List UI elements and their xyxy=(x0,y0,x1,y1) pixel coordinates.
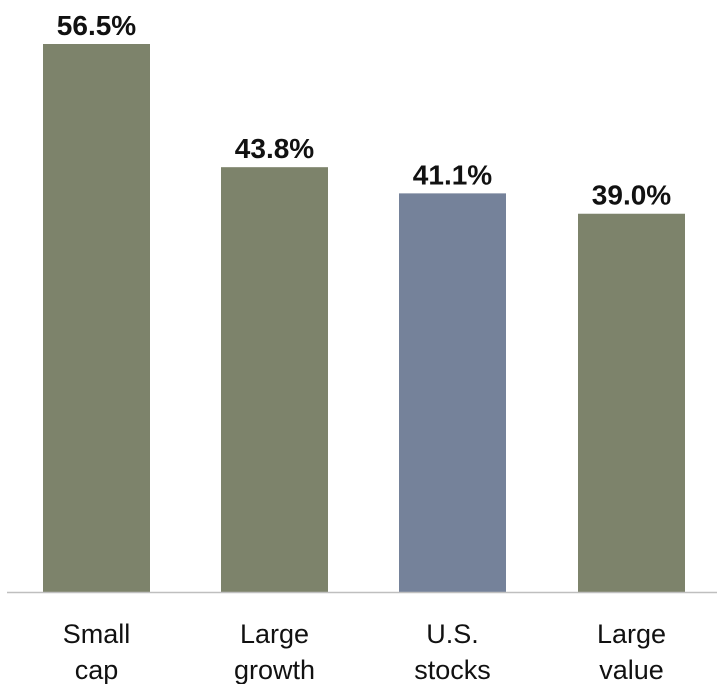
category-label-0-line-1: cap xyxy=(75,655,119,684)
bar-1 xyxy=(221,167,328,592)
bar-2 xyxy=(399,193,506,592)
category-labels-group: Small cap Large growth U.S. stocks Large value xyxy=(63,619,666,684)
bar-0 xyxy=(43,44,150,592)
category-label-1-line-0: Large xyxy=(240,619,309,649)
category-label-3-line-0: Large xyxy=(597,619,666,649)
category-label-0-line-0: Small xyxy=(63,619,131,649)
value-label-2: 41.1% xyxy=(413,159,492,190)
value-labels-group: 56.5% 43.8% 41.1% 39.0% xyxy=(57,10,671,211)
value-label-0: 56.5% xyxy=(57,10,136,41)
category-label-2-line-0: U.S. xyxy=(426,619,479,649)
bar-3 xyxy=(578,213,685,593)
category-label-3-line-1: value xyxy=(599,655,664,684)
bars-group xyxy=(43,44,685,593)
value-label-1: 43.8% xyxy=(235,133,314,164)
value-label-3: 39.0% xyxy=(592,180,671,211)
category-label-1-line-1: growth xyxy=(234,655,315,684)
category-label-2-line-1: stocks xyxy=(414,655,491,684)
